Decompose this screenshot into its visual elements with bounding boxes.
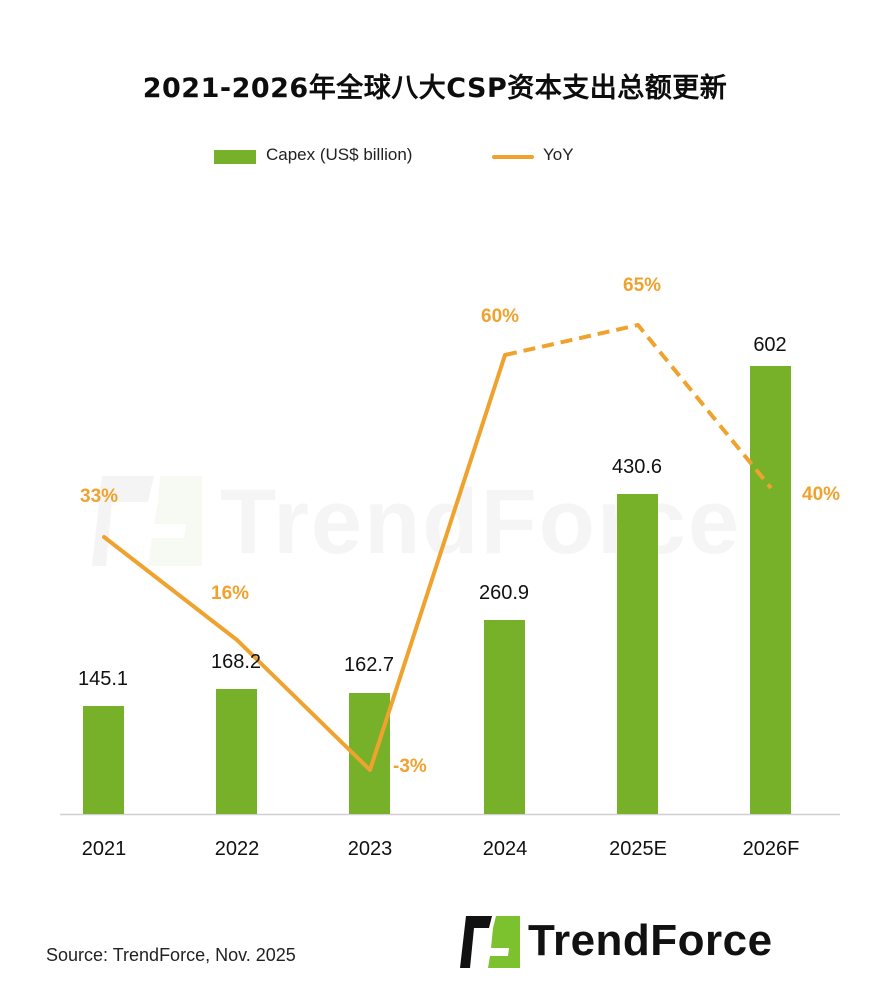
capex-bars bbox=[83, 366, 791, 814]
legend: Capex (US$ billion) YoY bbox=[0, 144, 870, 168]
chart-title: 2021-2026年全球八大CSP资本支出总额更新 bbox=[142, 73, 728, 104]
x-tick-2026F: 2026F bbox=[742, 838, 800, 860]
watermark-logo-icon bbox=[92, 476, 202, 566]
legend-capex-label: Capex (US$ billion) bbox=[266, 145, 413, 164]
bar-2025E bbox=[617, 494, 658, 814]
legend-capex-swatch-icon bbox=[214, 150, 256, 164]
trendforce-logo-text: TrendForce bbox=[528, 916, 773, 965]
x-tick-2023: 2023 bbox=[347, 838, 393, 860]
yoy-label-2025E: 65% bbox=[623, 275, 662, 296]
bar-2021 bbox=[83, 706, 124, 814]
yoy-label-2021: 33% bbox=[80, 486, 119, 507]
bar-value-2023: 162.7 bbox=[343, 654, 395, 676]
legend-yoy-swatch-icon bbox=[492, 155, 534, 159]
bar-value-2022: 168.2 bbox=[210, 651, 262, 673]
legend-yoy-label: YoY bbox=[543, 145, 574, 164]
x-tick-2022: 2022 bbox=[214, 838, 260, 860]
bar-value-2024: 260.9 bbox=[478, 582, 530, 604]
x-tick-2024: 2024 bbox=[482, 838, 528, 860]
trendforce-logo-icon bbox=[460, 916, 520, 968]
bar-value-2025E: 430.6 bbox=[611, 456, 663, 478]
yoy-label-2026F: 40% bbox=[802, 484, 841, 505]
x-tick-2021: 2021 bbox=[81, 838, 127, 860]
x-tick-2025E: 2025E bbox=[609, 838, 667, 860]
bar-value-2026F: 602 bbox=[753, 334, 787, 356]
yoy-label-2024: 60% bbox=[481, 306, 520, 327]
bar-2026F bbox=[750, 366, 791, 814]
bar-2022 bbox=[216, 689, 257, 814]
source-note: Source: TrendForce, Nov. 2025 bbox=[46, 945, 296, 965]
yoy-label-2023: -3% bbox=[393, 756, 427, 777]
bar-2024 bbox=[484, 620, 525, 814]
yoy-label-2022: 16% bbox=[211, 583, 250, 604]
yoy-line bbox=[102, 323, 773, 772]
bar-value-2021: 145.1 bbox=[77, 668, 129, 690]
